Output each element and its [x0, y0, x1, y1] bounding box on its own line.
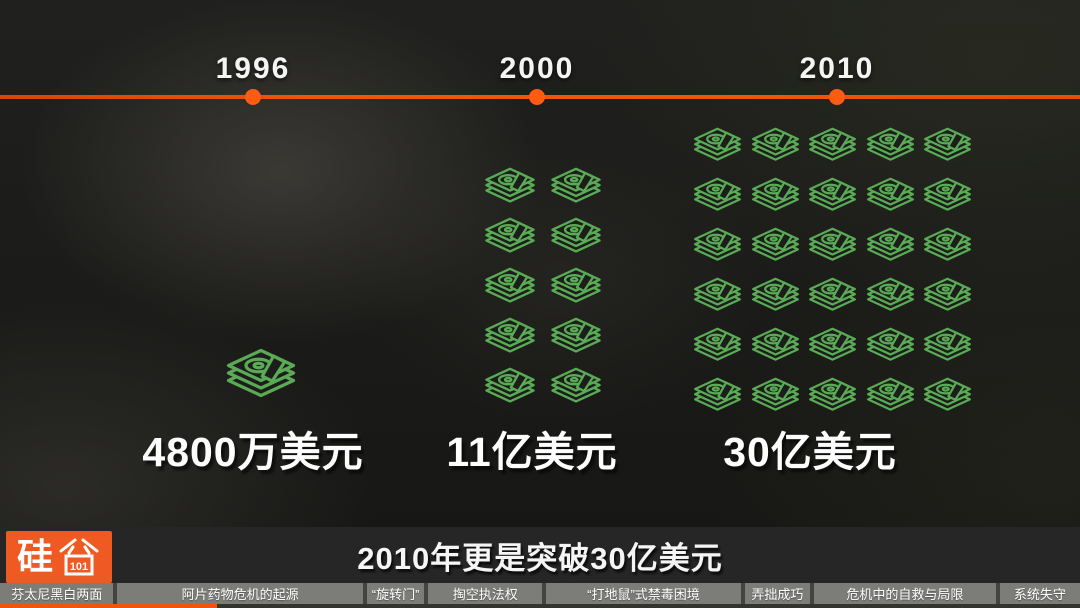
money-stack-icon: [217, 352, 305, 408]
timeline-dot-2010: [829, 89, 845, 105]
money-stack-icon: [747, 324, 805, 374]
money-stack-icon: [689, 374, 747, 424]
money-stack-icon: [919, 324, 977, 374]
timeline-year-2000: 2000: [499, 52, 575, 85]
money-stack-icon: [543, 266, 609, 316]
money-stack-icon: [862, 324, 920, 374]
money-stack-icon: [862, 374, 920, 424]
money-stack-icon: [804, 324, 862, 374]
chapter-item-8[interactable]: 系统失守: [995, 583, 1080, 604]
value-label-2010: 30亿美元: [723, 429, 897, 475]
money-stack-icon: [919, 274, 977, 324]
money-stack-icon: [543, 366, 609, 416]
money-group-2010: [689, 124, 977, 424]
chapter-label: 弄拙成巧: [751, 587, 804, 602]
money-stack-icon: [919, 124, 977, 174]
chapter-item-2[interactable]: 阿片药物危机的起源: [113, 583, 362, 604]
chapter-item-5[interactable]: “打地鼠”式禁毒困境: [542, 583, 741, 604]
chapter-item-7[interactable]: 危机中的自救与局限: [809, 583, 996, 604]
timeline-dot-1996: [245, 89, 261, 105]
logo-char: 硅: [16, 536, 53, 577]
money-stack-icon: [689, 324, 747, 374]
money-stack-icon: [747, 124, 805, 174]
progress-fill: [0, 604, 218, 608]
chapter-label: 掏空执法权: [452, 587, 518, 602]
chapter-item-3[interactable]: “旋转门”: [362, 583, 425, 604]
money-group-2000: [477, 166, 609, 416]
money-stack-icon: [543, 166, 609, 216]
chapter-item-4[interactable]: 掏空执法权: [424, 583, 542, 604]
money-stack-icon: [919, 174, 977, 224]
money-stack-icon: [804, 274, 862, 324]
chapter-label: 芬太尼黑白两面: [11, 587, 103, 602]
chapter-item-6[interactable]: 弄拙成巧: [740, 583, 810, 604]
channel-logo[interactable]: 硅 101: [6, 531, 112, 583]
chapter-label: 阿片药物危机的起源: [181, 587, 299, 602]
money-group-1996: [217, 352, 305, 408]
caption-bar: 2010年更是突破30亿美元: [0, 527, 1080, 583]
chapter-label: 危机中的自救与局限: [846, 587, 964, 602]
money-stack-icon: [689, 274, 747, 324]
chapter-label: 系统失守: [1013, 587, 1066, 602]
money-stack-icon: [747, 274, 805, 324]
svg-text:101: 101: [70, 561, 88, 573]
money-stack-icon: [543, 316, 609, 366]
money-stack-icon: [689, 174, 747, 224]
money-stack-icon: [804, 174, 862, 224]
money-stack-icon: [477, 266, 543, 316]
money-stack-icon: [804, 374, 862, 424]
money-stack-icon: [747, 174, 805, 224]
money-stack-icon: [919, 374, 977, 424]
progress-track[interactable]: [0, 604, 1080, 608]
money-stack-icon: [689, 224, 747, 274]
money-stack-icon: [862, 224, 920, 274]
money-stack-icon: [862, 274, 920, 324]
chapter-bar: 芬太尼黑白两面 阿片药物危机的起源 “旋转门” 掏空执法权 “打地鼠”式禁毒困境 弄拙成巧…: [0, 583, 1080, 604]
logo-house-icon: 101: [59, 538, 99, 576]
money-stack-icon: [919, 224, 977, 274]
money-stack-icon: [477, 166, 543, 216]
money-stack-icon: [477, 216, 543, 266]
timeline-year-1996: 1996: [215, 52, 291, 85]
timeline-dot-2000: [529, 89, 545, 105]
money-stack-icon: [477, 366, 543, 416]
value-label-2000: 11亿美元: [446, 429, 618, 475]
money-stack-icon: [747, 374, 805, 424]
money-stack-icon: [862, 124, 920, 174]
money-stack-icon: [477, 316, 543, 366]
caption-text: 2010年更是突破30亿美元: [357, 540, 723, 576]
timeline-year-2010: 2010: [799, 52, 875, 85]
chapter-item-1[interactable]: 芬太尼黑白两面: [0, 583, 113, 604]
money-stack-icon: [862, 174, 920, 224]
money-stack-icon: [804, 224, 862, 274]
money-stack-icon: [747, 224, 805, 274]
value-label-1996: 4800万美元: [142, 429, 364, 475]
money-stack-icon: [804, 124, 862, 174]
money-stack-icon: [543, 216, 609, 266]
chapter-label: “旋转门”: [371, 587, 420, 602]
money-stack-icon: [689, 124, 747, 174]
chapter-label: “打地鼠”式禁毒困境: [587, 587, 700, 602]
